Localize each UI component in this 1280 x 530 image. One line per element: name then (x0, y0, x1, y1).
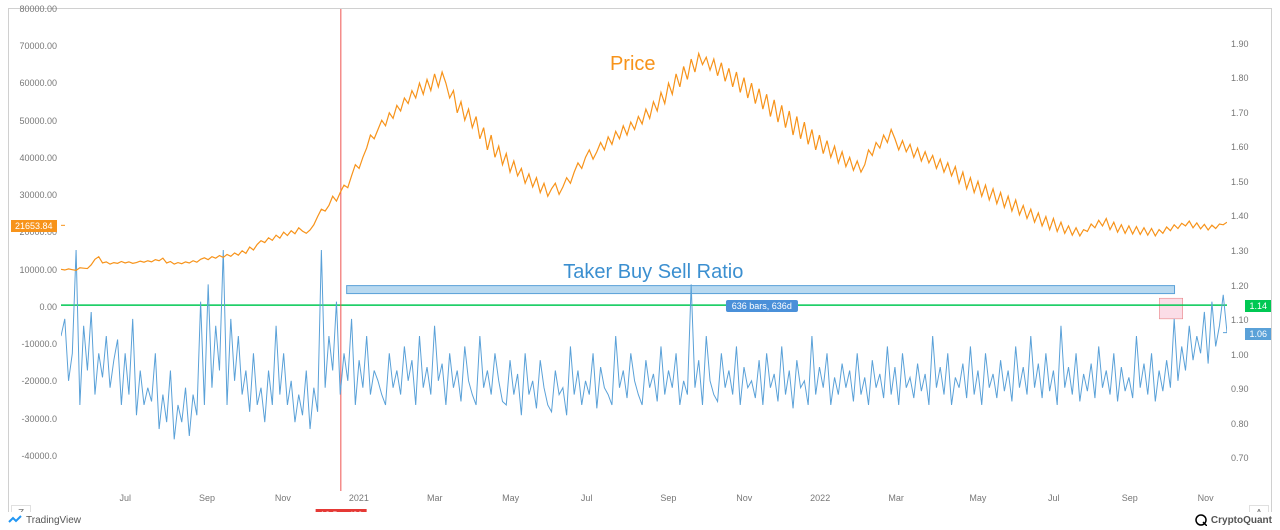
time-tick-label: Nov (736, 493, 752, 503)
cryptoquant-icon (1195, 514, 1207, 526)
right-tick-label: 1.90 (1231, 39, 1249, 49)
tradingview-icon (8, 513, 22, 527)
green-level-tag: 1.14 (1245, 300, 1271, 312)
time-tick-label: Nov (275, 493, 291, 503)
right-tick-label: 0.80 (1231, 419, 1249, 429)
right-tick-label: 1.30 (1231, 246, 1249, 256)
chart-svg (61, 9, 1227, 491)
left-tick-label: -20000.0 (21, 376, 57, 386)
right-tick-label: 1.60 (1231, 142, 1249, 152)
left-tick-label: 10000.00 (19, 265, 57, 275)
right-tick-label: 0.90 (1231, 384, 1249, 394)
left-tick-label: 50000.00 (19, 116, 57, 126)
plot-area[interactable]: Price Taker Buy Sell Ratio 636 bars, 636… (61, 9, 1227, 491)
time-tick-label: Sep (199, 493, 215, 503)
left-tick-label: 80000.00 (19, 4, 57, 14)
left-tick-label: 60000.00 (19, 78, 57, 88)
tradingview-label: TradingView (26, 515, 81, 526)
time-tick-label: Sep (660, 493, 676, 503)
right-tick-label: 1.20 (1231, 281, 1249, 291)
right-tick-label: 0.70 (1231, 453, 1249, 463)
left-price-axis[interactable]: -40000.0 -30000.0 -20000.0 -10000.0 0.00 1000… (9, 9, 61, 491)
tradingview-logo[interactable]: TradingView (8, 513, 81, 527)
right-tick-label: 1.70 (1231, 108, 1249, 118)
cryptoquant-label: CryptoQuant (1211, 515, 1272, 526)
cryptoquant-logo[interactable]: CryptoQuant (1195, 514, 1272, 526)
right-tick-label: 1.40 (1231, 211, 1249, 221)
right-tick-label: 1.50 (1231, 177, 1249, 187)
right-tick-label: 1.80 (1231, 73, 1249, 83)
chart-container: -40000.0 -30000.0 -20000.0 -10000.0 0.00 1000… (8, 8, 1272, 522)
time-tick-label: Sep (1122, 493, 1138, 503)
ratio-value-tag: 1.06 (1245, 328, 1271, 340)
time-tick-label: May (502, 493, 519, 503)
time-tick-label: Jul (119, 493, 131, 503)
time-tick-label: Mar (888, 493, 904, 503)
footer: TradingView CryptoQuant (8, 512, 1272, 528)
left-tick-label: 0.00 (39, 302, 57, 312)
bars-count-badge: 636 bars, 636d (726, 300, 798, 312)
price-annotation: Price (610, 53, 656, 76)
left-tick-label: 70000.00 (19, 41, 57, 51)
time-tick-label: Jul (581, 493, 593, 503)
left-tick-label: -10000.0 (21, 339, 57, 349)
right-tick-label: 1.10 (1231, 315, 1249, 325)
time-tick-label: 2021 (349, 493, 369, 503)
price-value-tag: 21653.84 (11, 220, 57, 232)
left-tick-label: -30000.0 (21, 414, 57, 424)
left-tick-label: 40000.00 (19, 153, 57, 163)
time-tick-label: 2022 (810, 493, 830, 503)
time-tick-label: May (969, 493, 986, 503)
right-ratio-axis[interactable]: 0.70 0.80 0.90 1.00 1.10 1.20 1.30 1.40 1.50 1.60… (1227, 9, 1271, 491)
time-tick-label: Mar (427, 493, 443, 503)
left-tick-label: 30000.00 (19, 190, 57, 200)
time-tick-label: Nov (1198, 493, 1214, 503)
time-tick-label: Jul (1048, 493, 1060, 503)
left-tick-label: -40000.0 (21, 451, 57, 461)
right-tick-label: 1.00 (1231, 350, 1249, 360)
ratio-annotation: Taker Buy Sell Ratio (563, 261, 743, 284)
